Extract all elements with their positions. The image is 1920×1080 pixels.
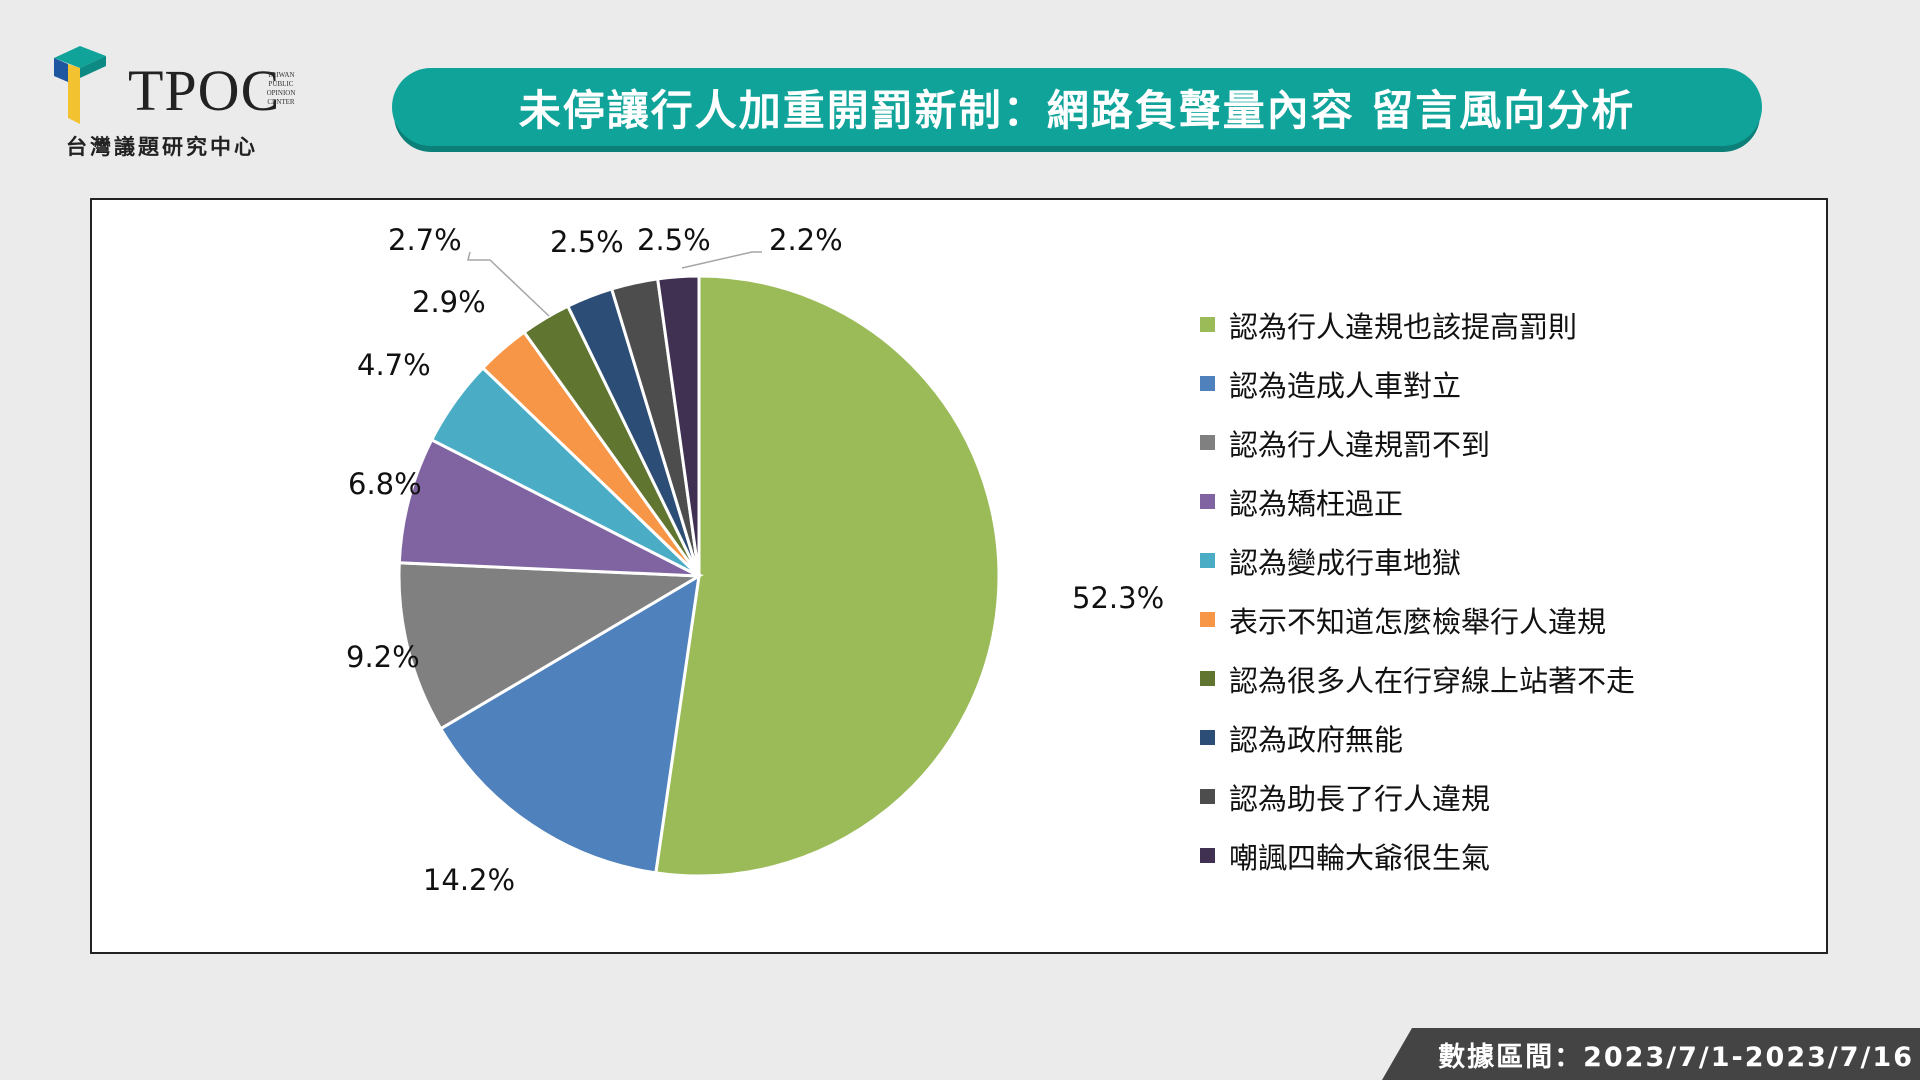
date-range-banner: 數據區間：2023/7/1-2023/7/16 [1382, 1028, 1920, 1080]
legend-swatch [1200, 435, 1215, 450]
pie-data-label-5: 2.9% [412, 285, 486, 319]
legend-label: 認為造成人車對立 [1229, 368, 1462, 403]
legend-swatch [1200, 789, 1215, 804]
legend-swatch [1200, 730, 1215, 745]
legend-swatch [1200, 612, 1215, 627]
legend-label: 認為政府無能 [1229, 722, 1404, 757]
date-range-text: 數據區間：2023/7/1-2023/7/16 [1438, 1041, 1914, 1073]
pie-data-label-0: 52.3% [1072, 581, 1164, 615]
tpoc-logo: TPOC TAIWAN PUBLIC OPINION CENTER 台灣議題研究… [50, 38, 310, 159]
legend-label: 認為變成行車地獄 [1229, 545, 1462, 580]
legend-label: 認為行人違規罰不到 [1229, 427, 1491, 462]
pie-slice-2 [397, 561, 705, 731]
legend-label: 嘲諷四輪大爺很生氣 [1229, 840, 1491, 875]
pie-chart: 52.3% 14.2% 9.2% 6.8% 4.7% 2.9% 2.7% 2.5% 2.5% 2.… [346, 223, 1164, 897]
legend-swatch [1200, 671, 1215, 686]
pie-data-label-4: 4.7% [357, 348, 431, 382]
logo-subtitle: 台灣議題研究中心 [66, 135, 258, 159]
pie-data-label-9: 2.2% [769, 223, 843, 257]
logo-mark-icon [54, 46, 106, 124]
pie-slice-1 [438, 573, 701, 875]
chart-panel: 52.3% 14.2% 9.2% 6.8% 4.7% 2.9% 2.7% 2.5% 2.5% 2.… [90, 198, 1828, 954]
legend-swatch [1200, 317, 1215, 332]
legend-item-0: 認為行人違規也該提高罰則 [1200, 295, 1635, 354]
pie-data-label-2: 9.2% [346, 640, 420, 674]
legend-label: 認為助長了行人違規 [1229, 781, 1491, 816]
legend-label: 認為很多人在行穿線上站著不走 [1229, 663, 1636, 698]
legend-item-4: 認為變成行車地獄 [1200, 531, 1635, 590]
logo-wordmark: TPOC [128, 58, 281, 123]
pie-data-label-6: 2.7% [388, 223, 462, 257]
leader-line-2-7 [467, 251, 550, 317]
legend-item-7: 認為政府無能 [1200, 708, 1635, 767]
legend-item-5: 表示不知道怎麼檢舉行人違規 [1200, 590, 1635, 649]
legend-item-3: 認為矯枉過正 [1200, 472, 1635, 531]
pie-slice-9 [655, 274, 701, 577]
legend-item-1: 認為造成人車對立 [1200, 354, 1635, 413]
pie-data-label-1: 14.2% [423, 863, 515, 897]
pie-data-label-8: 2.5% [637, 223, 711, 257]
legend-item-9: 嘲諷四輪大爺很生氣 [1200, 826, 1635, 885]
legend-item-8: 認為助長了行人違規 [1200, 767, 1635, 826]
legend-label: 表示不知道怎麼檢舉行人違規 [1229, 604, 1607, 639]
legend-item-2: 認為行人違規罰不到 [1200, 413, 1635, 472]
title-banner: 未停讓行人加重開罰新制：網路負聲量內容 留言風向分析 [392, 68, 1762, 146]
legend-swatch [1200, 494, 1215, 509]
legend-label: 認為行人違規也該提高罰則 [1229, 309, 1578, 344]
pie-slice-3 [397, 437, 700, 578]
chart-legend: 認為行人違規也該提高罰則 認為造成人車對立 認為行人違規罰不到 認為矯枉過正認為變成行… [1200, 295, 1635, 885]
legend-swatch [1200, 376, 1215, 391]
pie-slice-0 [654, 274, 1001, 878]
leader-line-2-2 [681, 251, 762, 269]
legend-item-6: 認為很多人在行穿線上站著不走 [1200, 649, 1635, 708]
legend-swatch [1200, 553, 1215, 568]
pie-data-label-7: 2.5% [550, 225, 624, 259]
legend-label: 認為矯枉過正 [1229, 486, 1404, 521]
page-title: 未停讓行人加重開罰新制：網路負聲量內容 留言風向分析 [518, 85, 1636, 135]
logo-small-text: TAIWAN PUBLIC OPINION CENTER [266, 71, 296, 106]
pie-data-label-3: 6.8% [348, 467, 422, 501]
legend-swatch [1200, 848, 1215, 863]
